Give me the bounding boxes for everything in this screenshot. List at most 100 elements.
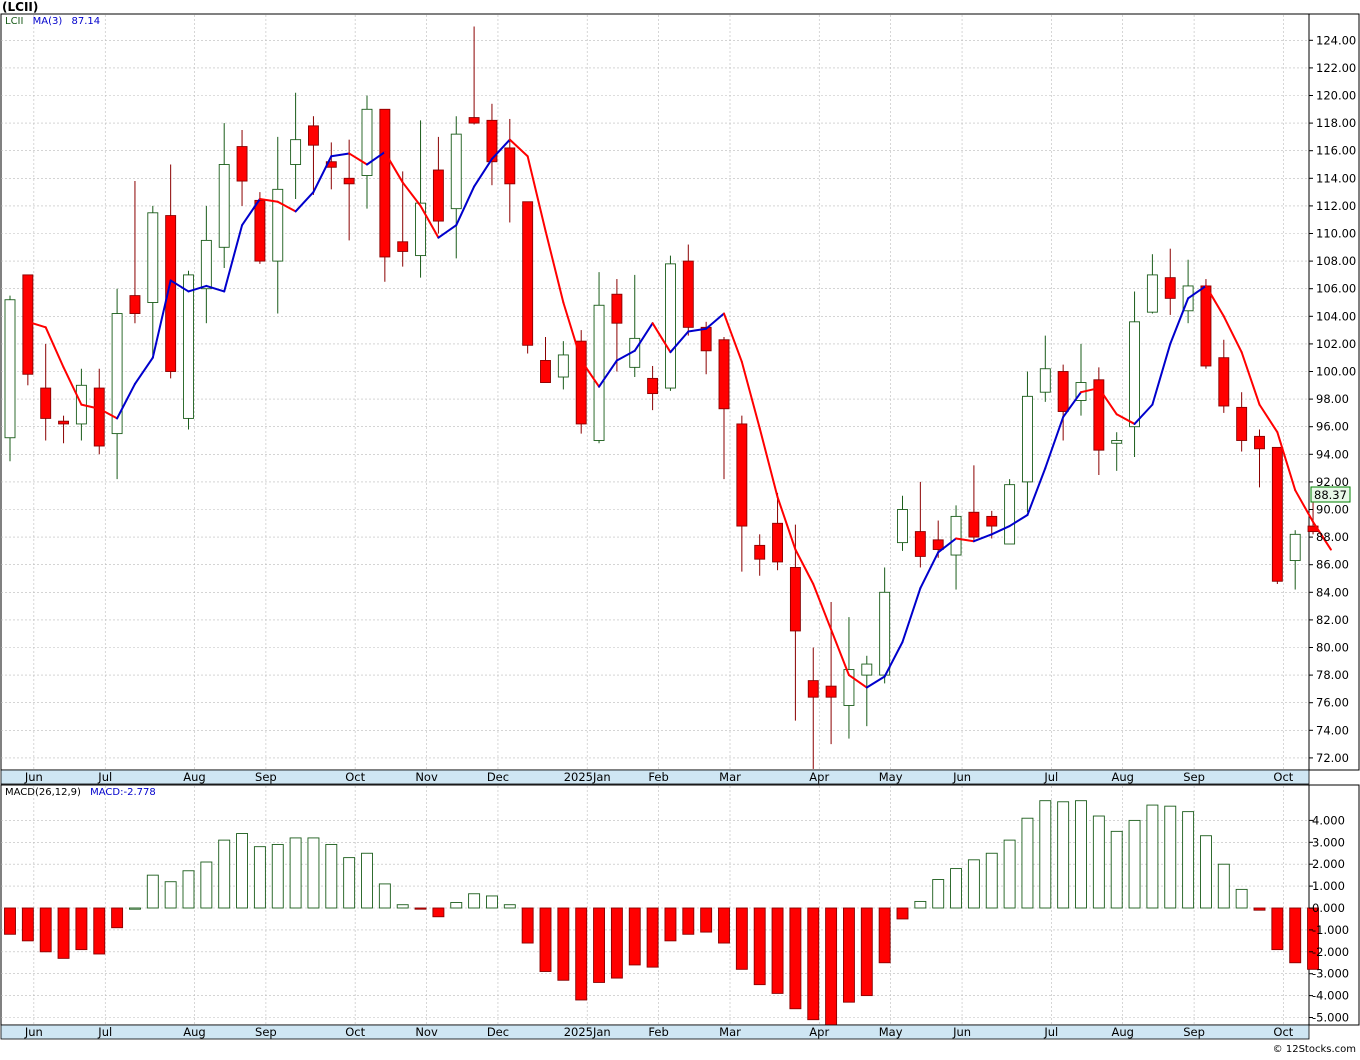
- macd-bar-negative: [753, 907, 766, 986]
- ma-segment: [651, 322, 672, 354]
- candle-up: [1129, 321, 1141, 428]
- macd-bar-positive: [1021, 817, 1034, 909]
- ma-segment: [794, 548, 815, 586]
- ma-segment: [758, 427, 779, 499]
- ma-segment: [544, 229, 565, 304]
- price-tick-label: 122.00: [1316, 61, 1356, 75]
- macd-bar-positive: [218, 839, 231, 909]
- macd-bar-positive: [343, 857, 356, 909]
- month-label: Aug: [183, 1025, 205, 1039]
- macd-bar-negative: [628, 907, 641, 966]
- legend-symbol: LCII: [5, 16, 23, 27]
- macd-bar-positive: [985, 852, 998, 909]
- ma-segment: [705, 312, 725, 330]
- macd-bar-negative: [1289, 907, 1302, 964]
- candle-up: [272, 188, 284, 262]
- candle-down: [165, 215, 177, 372]
- ma-segment: [1026, 467, 1047, 517]
- ma-segment: [116, 382, 136, 420]
- candle-down: [1164, 277, 1176, 299]
- month-label: Jul: [1043, 770, 1058, 784]
- ma-segment: [187, 284, 208, 293]
- ma-segment: [169, 279, 190, 293]
- candle-down: [468, 117, 480, 124]
- candle-up: [879, 591, 891, 676]
- candle-down: [718, 339, 730, 410]
- macd-bar-negative: [414, 907, 427, 910]
- macd-bar-negative: [539, 907, 552, 972]
- price-tick-label: 106.00: [1316, 282, 1356, 296]
- month-label: Sep: [255, 770, 277, 784]
- candle-down: [540, 360, 551, 383]
- month-label: Feb: [648, 770, 668, 784]
- macd-bar-positive: [1003, 839, 1016, 909]
- candle-up: [1111, 440, 1123, 444]
- month-label: Nov: [415, 770, 438, 784]
- candle-down: [682, 260, 694, 328]
- macd-bar-negative: [789, 907, 802, 1010]
- price-tick-label: 90.00: [1316, 503, 1349, 517]
- candle-down: [986, 515, 998, 527]
- macd-tick-label: 0.000: [1312, 901, 1345, 915]
- ma-segment: [1115, 413, 1136, 425]
- ma-segment: [830, 628, 850, 677]
- candle-down: [575, 340, 587, 425]
- ma-segment: [990, 525, 1011, 536]
- macd-bar-negative: [860, 907, 873, 997]
- candle-down: [58, 420, 69, 425]
- candle-up: [415, 202, 426, 257]
- macd-bar-positive: [1110, 830, 1123, 909]
- ma-segment: [687, 327, 708, 333]
- macd-axis-frame: [1308, 784, 1360, 1026]
- macd-bar-positive: [1235, 888, 1248, 909]
- month-label: Apr: [809, 770, 829, 784]
- macd-bar-negative: [1271, 907, 1284, 951]
- candle-up: [897, 509, 908, 544]
- macd-bar-negative: [521, 907, 534, 944]
- macd-bar-negative: [718, 907, 730, 944]
- candle-down: [968, 511, 980, 538]
- candle-down: [504, 147, 516, 185]
- macd-bar-negative: [646, 907, 659, 968]
- month-label: Sep: [255, 1025, 277, 1039]
- macd-bar-positive: [486, 895, 498, 909]
- ma-segment: [901, 587, 922, 643]
- candle-down: [1093, 379, 1105, 451]
- ma-segment: [1080, 387, 1100, 394]
- ma-segment: [133, 356, 154, 385]
- price-tick-label: 120.00: [1316, 89, 1356, 103]
- macd-bar-negative: [111, 907, 124, 929]
- month-label: Feb: [648, 1025, 668, 1039]
- ma-segment: [972, 533, 993, 543]
- price-tick-label: 84.00: [1316, 585, 1349, 599]
- ma-segment: [1169, 297, 1190, 345]
- ma-segment: [44, 326, 65, 369]
- legend-macd-label: MACD(26,12,9): [5, 787, 81, 798]
- candle-up: [665, 263, 676, 389]
- month-axis-strip-bottom: [0, 1024, 1310, 1040]
- ma-segment: [80, 403, 101, 410]
- candle-down: [1057, 371, 1069, 412]
- candle-up: [593, 304, 605, 441]
- candle-down: [486, 119, 498, 163]
- macd-bar-negative: [593, 907, 605, 983]
- ma-segment: [455, 185, 476, 227]
- candle-down: [432, 169, 444, 222]
- price-tick-label: 78.00: [1316, 668, 1349, 682]
- ma-segment: [562, 301, 583, 362]
- macd-bar-positive: [164, 881, 177, 909]
- legend-ma-value: 87.14: [71, 16, 100, 27]
- month-label: Nov: [415, 1025, 438, 1039]
- month-label: Apr: [809, 1025, 829, 1039]
- macd-bar-negative: [771, 907, 784, 994]
- month-label: Jul: [97, 770, 112, 784]
- macd-bar-positive: [450, 902, 463, 909]
- price-tick-label: 98.00: [1316, 392, 1349, 406]
- legend-line: LCII MA(3) 87.14: [5, 16, 100, 27]
- ma-segment: [883, 640, 904, 678]
- candle-down: [1218, 357, 1230, 407]
- ma-segment: [1044, 416, 1065, 470]
- macd-bar-negative: [93, 907, 106, 955]
- ma-segment: [847, 674, 868, 689]
- price-tick-label: 94.00: [1316, 447, 1349, 461]
